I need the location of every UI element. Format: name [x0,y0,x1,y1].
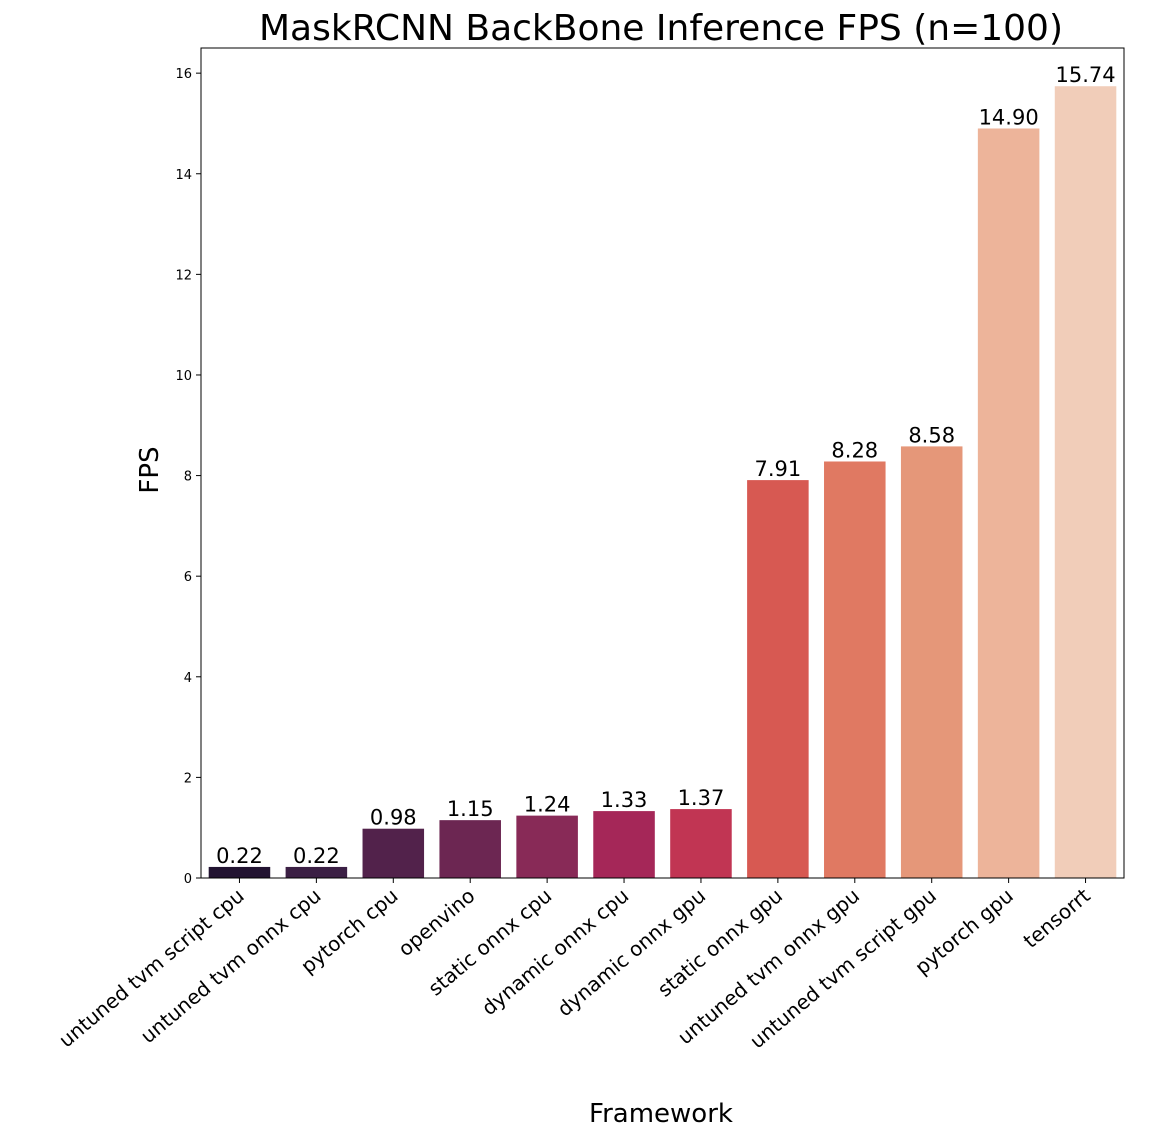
bar [516,815,578,878]
bar [593,811,655,878]
bar-value-label: 1.15 [447,797,494,821]
bar [824,461,886,878]
plot-frame [200,47,1125,879]
bar-value-label: 0.22 [216,844,263,868]
bar [439,820,501,878]
y-tick-label: 16 [175,67,192,82]
bar [977,128,1040,878]
bar-value-label: 8.58 [908,423,955,447]
data-labels-group: 0.22 0.22 0.98 1.15 1.24 1.33 1.37 7.91 8.28 8.58… [216,63,1116,868]
y-tick-label: 2 [184,771,192,786]
bar [208,866,271,878]
y-tick-label: 12 [175,268,192,283]
y-tick-label: 14 [175,168,192,183]
bar-value-label: 7.91 [754,457,801,481]
bar-value-label: 1.33 [601,788,648,812]
bar [900,446,963,878]
bar-value-label: 8.28 [831,438,878,462]
bar [670,809,732,878]
bar-value-label: 0.22 [293,844,340,868]
bar-value-label: 1.24 [524,793,571,817]
bars-group [208,86,1117,879]
x-axis-label: Framework [589,1099,733,1129]
y-tick-label: 8 [184,470,192,485]
bar [285,866,348,878]
bar-value-label: 1.37 [678,786,725,810]
bar [362,828,425,878]
chart-title: MaskRCNN BackBone Inference FPS (n=100) [259,8,1063,49]
x-tick-label: dynamic onnx gpu [552,883,710,1021]
bar-value-label: 14.90 [979,105,1039,129]
bar [747,480,809,878]
x-tick-label: tensorrt [1018,883,1094,953]
y-axis-ticks: 0 2 4 6 8 10 12 14 16 [175,67,201,887]
y-axis-label: FPS [135,446,165,493]
y-tick-label: 0 [184,872,192,887]
bar-value-label: 0.98 [370,806,417,830]
bar [1054,86,1117,879]
y-tick-label: 6 [184,570,192,585]
bar-value-label: 15.74 [1055,63,1115,87]
y-tick-label: 4 [184,671,192,686]
y-tick-label: 10 [175,369,192,384]
